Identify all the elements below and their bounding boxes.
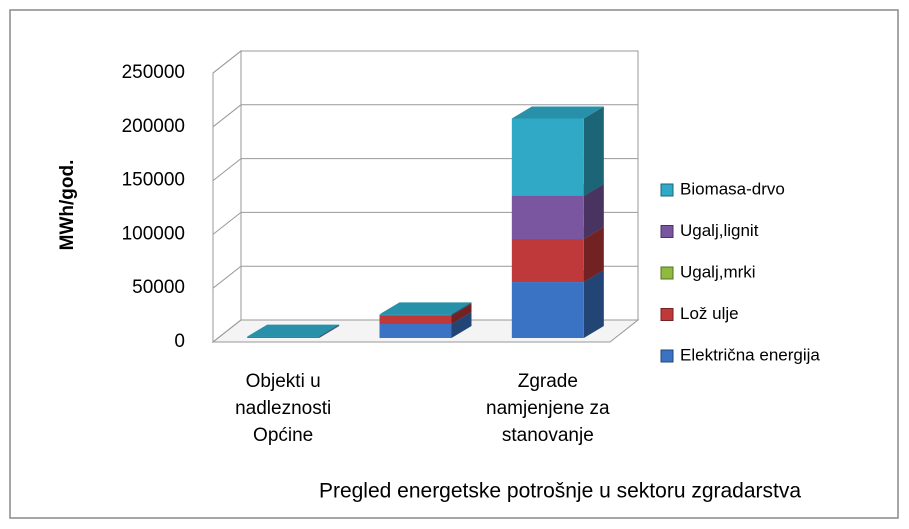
bar [247,336,320,338]
legend-label: Električna energija [680,345,820,364]
legend-swatch [660,308,674,321]
bar [379,315,452,325]
bar-side [583,106,604,196]
bar-side [319,325,340,338]
legend-label: Ugalj,mrki [680,262,756,281]
bar-side [319,325,340,338]
grid-line [212,265,638,289]
y-tick-label: 100000 [122,223,185,244]
grid-line [212,104,638,128]
grid-line [212,211,638,235]
bar [511,195,584,240]
bar [379,314,452,316]
bar [511,282,584,338]
y-tick-label: 250000 [122,62,185,83]
bar-side [583,270,604,338]
bar-side [451,303,472,325]
y-axis-label: MWh/god. [57,160,78,251]
bar-top [511,106,604,119]
y-tick-label: 0 [174,331,185,352]
bar-side [451,302,472,316]
y-tick-label: 150000 [122,170,185,191]
legend-swatch [660,183,674,197]
y-tick-label: 200000 [122,116,185,137]
grid-line [212,158,638,181]
grid-line [212,50,638,74]
bar-side [583,183,604,240]
legend-label: Ugalj,lignit [680,221,759,240]
side-wall [212,49,242,344]
y-tick-label: 50000 [132,277,185,298]
bar-top [379,302,472,315]
x-tick-label: Objekti u nadleznosti Općine [235,371,332,446]
bar-side [583,227,604,283]
grid-line [212,319,638,343]
bar-side [319,324,340,338]
legend-swatch [660,266,674,280]
bar [511,118,584,196]
legend-label: Biomasa-drvo [680,179,785,198]
legend-swatch [660,225,674,238]
bar [379,324,452,338]
bar-side [451,312,472,338]
x-tick-label: Zgrade namjenjene za stanovanje [486,371,610,446]
bar [247,337,320,338]
legend-swatch [660,349,674,363]
bar [511,239,584,283]
bar-top [247,324,340,337]
chart-title: Pregled energetske potrošnje u sektoru z… [319,480,801,503]
legend-label: Lož ulje [680,304,739,323]
